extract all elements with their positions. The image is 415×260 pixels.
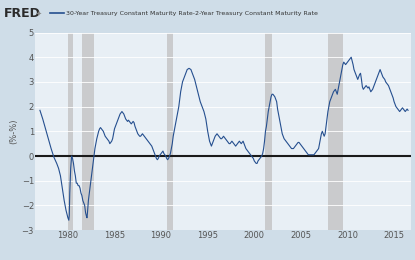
Bar — [167, 32, 173, 230]
Text: ✦: ✦ — [35, 10, 41, 16]
Y-axis label: (%-%): (%-%) — [10, 119, 19, 144]
Text: FRED: FRED — [4, 7, 41, 20]
Bar — [266, 32, 272, 230]
Bar — [82, 32, 94, 230]
Text: 30-Year Treasury Constant Maturity Rate-2-Year Treasury Constant Maturity Rate: 30-Year Treasury Constant Maturity Rate-… — [66, 11, 318, 16]
Bar — [68, 32, 73, 230]
Bar — [328, 32, 343, 230]
